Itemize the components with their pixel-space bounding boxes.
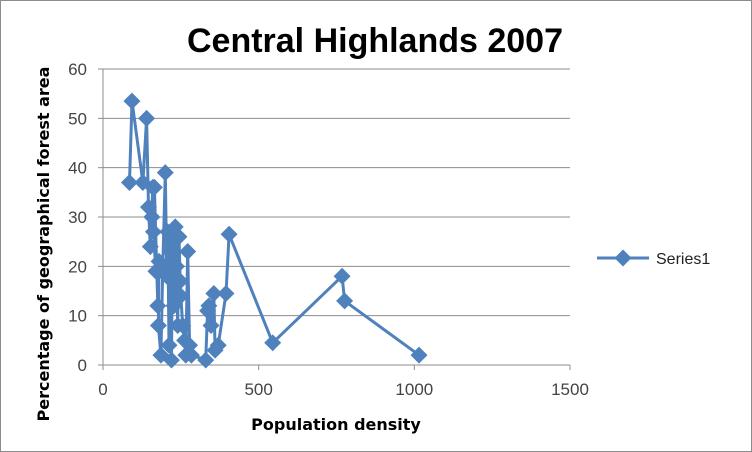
data-point-marker — [336, 292, 354, 310]
data-point-marker — [138, 109, 156, 127]
data-point-marker — [123, 92, 141, 110]
data-point-marker — [202, 317, 220, 335]
data-point-marker — [143, 208, 161, 226]
data-point-marker — [217, 284, 235, 302]
data-point-marker — [197, 351, 215, 369]
data-point-marker — [200, 297, 218, 315]
y-tick-label: 50 — [68, 109, 87, 128]
chart-title: Central Highlands 2007 — [187, 22, 563, 60]
series-layer — [120, 92, 428, 369]
y-tick-label: 0 — [78, 356, 87, 375]
y-tick-label: 10 — [68, 307, 87, 326]
data-point-marker — [163, 351, 180, 369]
data-point-marker — [144, 223, 162, 241]
data-point-marker — [120, 173, 138, 191]
data-point-marker — [179, 243, 197, 261]
x-axis-title: Population density — [251, 415, 421, 434]
x-tick-label: 1000 — [395, 380, 433, 399]
data-point-marker — [149, 297, 167, 315]
data-point-marker — [205, 284, 223, 302]
y-tick-label: 60 — [68, 60, 87, 79]
legend: Series1 — [597, 249, 710, 268]
data-point-marker — [167, 257, 185, 275]
data-point-marker — [172, 287, 190, 305]
legend-marker — [614, 249, 632, 267]
data-point-marker — [145, 178, 163, 196]
y-tick-label: 20 — [68, 257, 87, 276]
x-tick-label: 1500 — [551, 380, 589, 399]
data-point-marker — [333, 267, 351, 285]
data-point-marker — [160, 336, 178, 354]
data-point-marker — [170, 228, 188, 246]
data-point-marker — [141, 238, 159, 256]
legend-label: Series1 — [656, 251, 710, 268]
data-point-marker — [410, 346, 428, 364]
data-point-marker — [182, 346, 200, 364]
data-point-marker — [209, 336, 227, 354]
data-point-marker — [171, 272, 189, 290]
data-point-marker — [149, 317, 167, 335]
data-point-marker — [220, 225, 238, 243]
y-axis-title: Percentage of geographical forest area — [34, 67, 53, 422]
data-point-marker — [156, 164, 174, 182]
data-point-marker — [174, 317, 192, 335]
x-tick-label: 500 — [244, 380, 272, 399]
data-point-marker — [158, 267, 176, 285]
y-tick-label: 40 — [68, 159, 87, 178]
x-tick-label: 0 — [98, 380, 107, 399]
y-tick-label: 30 — [68, 208, 87, 227]
data-point-marker — [264, 334, 282, 352]
tick-labels: 0 10 20 30 40 50 60 0 500 1000 1500 — [68, 60, 589, 399]
